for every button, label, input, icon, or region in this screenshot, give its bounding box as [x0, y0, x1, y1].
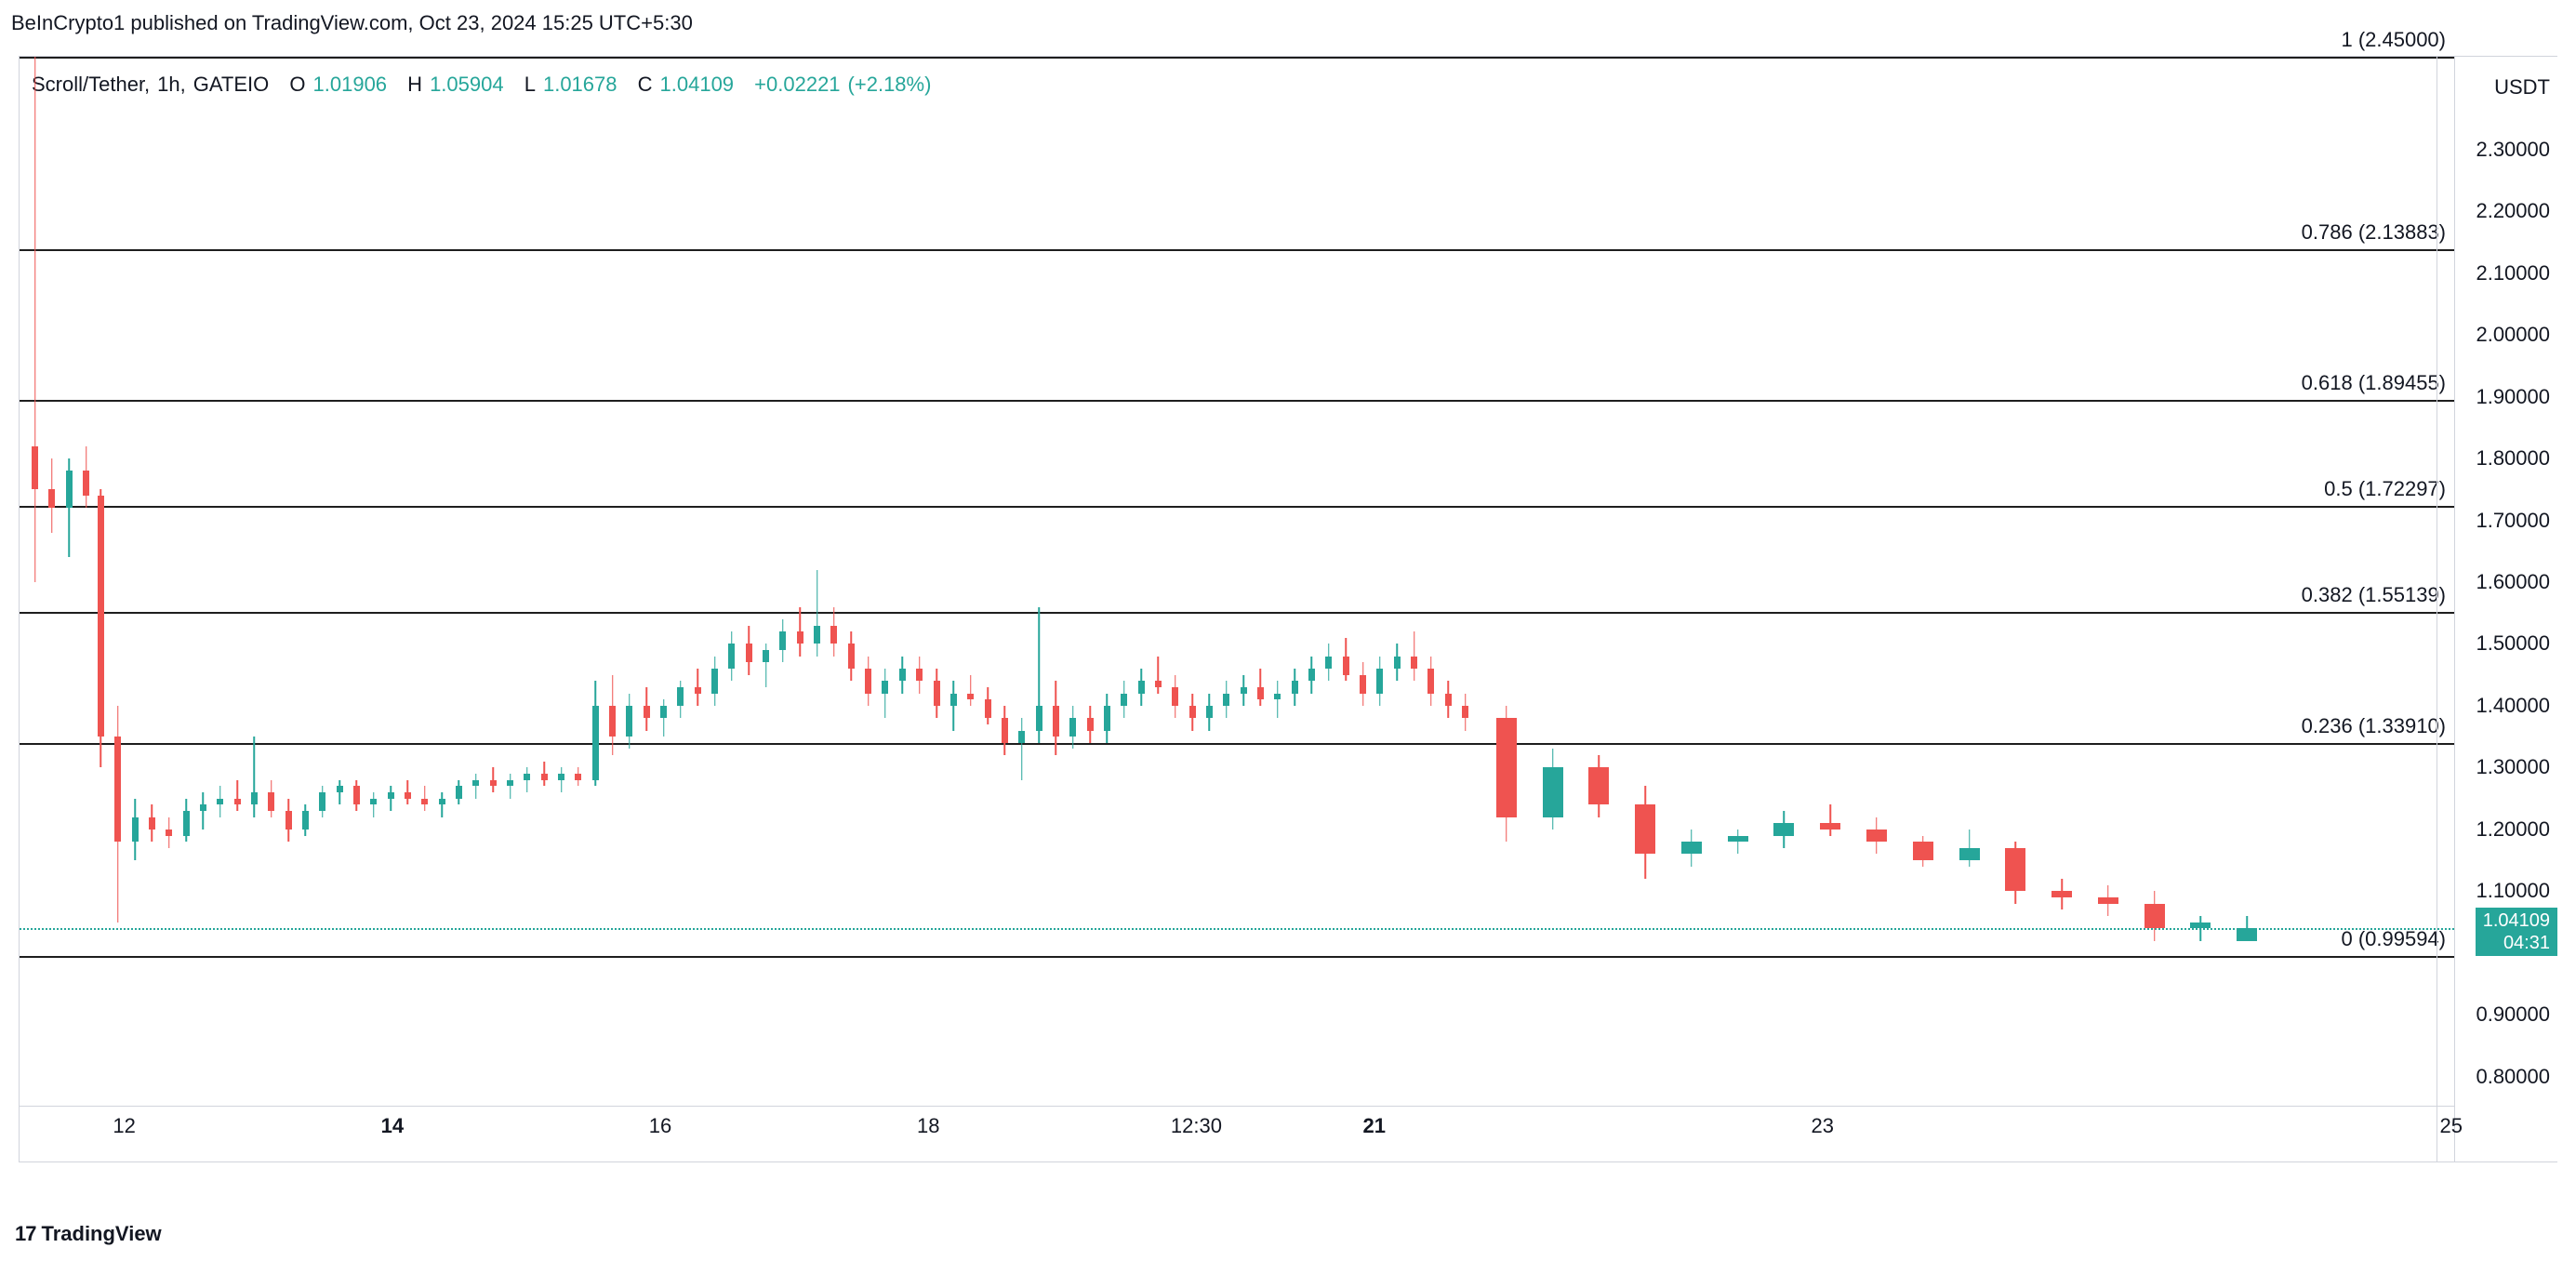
y-tick: 1.40000	[2476, 694, 2550, 718]
fib-line	[20, 743, 2454, 745]
y-unit: USDT	[2494, 75, 2550, 100]
publish-info: BeInCrypto1 published on TradingView.com…	[11, 11, 693, 35]
logo-text: TradingView	[41, 1222, 161, 1246]
price-badge: 1.0410904:31	[2476, 908, 2557, 956]
y-tick: 0.80000	[2476, 1065, 2550, 1089]
y-tick: 1.10000	[2476, 879, 2550, 903]
x-tick: 23	[1812, 1114, 1834, 1138]
fib-label: 0.786 (2.13883)	[2299, 220, 2449, 245]
x-axis: 1214161812:30212325	[20, 1106, 2454, 1161]
x-tick: 12	[113, 1114, 135, 1138]
fib-label: 0 (0.99594)	[2338, 926, 2449, 950]
y-tick: 1.20000	[2476, 817, 2550, 842]
y-tick: 0.90000	[2476, 1002, 2550, 1027]
y-tick: 1.80000	[2476, 446, 2550, 471]
fib-line	[20, 400, 2454, 402]
x-tick: 14	[381, 1114, 404, 1138]
y-tick: 1.60000	[2476, 570, 2550, 594]
y-tick: 2.30000	[2476, 138, 2550, 162]
tradingview-logo: 17 TradingView	[15, 1222, 162, 1246]
fib-label: 1 (2.45000)	[2338, 28, 2449, 52]
y-tick: 1.90000	[2476, 385, 2550, 409]
x-tick: 12:30	[1171, 1114, 1222, 1138]
current-price-line	[20, 928, 2454, 930]
fib-label: 0.5 (1.72297)	[2321, 477, 2449, 501]
y-tick: 1.70000	[2476, 509, 2550, 533]
publish-date: Oct 23, 2024 15:25 UTC+5:30	[419, 11, 693, 34]
y-tick: 2.20000	[2476, 199, 2550, 223]
fib-label: 0.618 (1.89455)	[2299, 371, 2449, 395]
fib-label: 0.382 (1.55139)	[2299, 583, 2449, 607]
logo-mark: 17	[15, 1222, 35, 1246]
fib-label: 0.236 (1.33910)	[2299, 714, 2449, 738]
published-on: published on TradingView.com,	[130, 11, 413, 34]
y-axis: USDT 2.30000 2.20000 2.10000 2.00000 1.90000…	[2437, 56, 2557, 1162]
y-tick: 2.10000	[2476, 261, 2550, 285]
fib-line	[20, 57, 2454, 59]
x-tick: 21	[1362, 1114, 1385, 1138]
x-tick: 16	[649, 1114, 671, 1138]
publisher: BeInCrypto1	[11, 11, 125, 34]
y-tick: 1.30000	[2476, 755, 2550, 779]
fib-line	[20, 612, 2454, 614]
y-tick: 1.50000	[2476, 631, 2550, 656]
candle-area[interactable]: 1 (2.45000)0.786 (2.13883)0.618 (1.89455…	[20, 57, 2454, 1106]
price-badge-value: 1.04109	[2483, 909, 2550, 932]
chart-container[interactable]: 1 (2.45000)0.786 (2.13883)0.618 (1.89455…	[19, 56, 2455, 1162]
x-tick: 18	[917, 1114, 939, 1138]
fib-line	[20, 956, 2454, 958]
fib-line	[20, 249, 2454, 251]
fib-line	[20, 506, 2454, 508]
y-tick: 2.00000	[2476, 323, 2550, 347]
price-badge-countdown: 04:31	[2483, 932, 2550, 954]
